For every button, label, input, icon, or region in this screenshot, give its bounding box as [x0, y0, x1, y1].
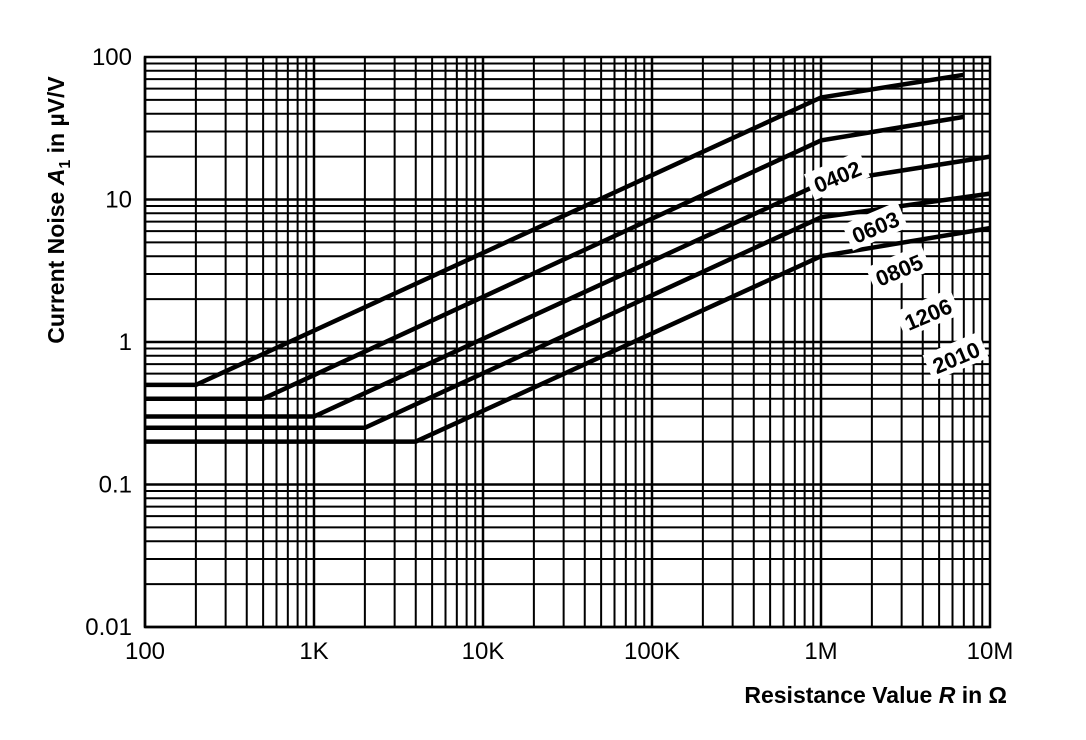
- y-tick-label: 100: [92, 44, 132, 71]
- x-tick-labels: 100 1K 10K 100K 1M 10M: [125, 638, 1013, 665]
- x-axis-title-suffix: in Ω: [955, 682, 1007, 708]
- grid-lines: [143, 57, 990, 629]
- series-label-background: [803, 150, 871, 201]
- series-lines: [145, 72, 991, 444]
- x-tick-label: 100: [125, 638, 165, 665]
- y-axis-title-prefix: Current Noise: [43, 185, 69, 343]
- y-tick-label: 10: [105, 187, 132, 214]
- y-axis-title: Current Noise A1 in µV/V: [43, 76, 74, 344]
- y-tick-label: 0.01: [85, 614, 132, 641]
- y-tick-label: 1: [119, 329, 132, 356]
- series-label-background: [842, 201, 909, 251]
- series-label-background: [894, 288, 961, 338]
- x-tick-label: 10M: [967, 638, 1014, 665]
- series-line-0603: [145, 114, 965, 401]
- y-axis-title-suffix: in µV/V: [43, 76, 69, 160]
- series-line-0402: [145, 72, 965, 388]
- x-axis-title-prefix: Resistance Value: [744, 682, 938, 708]
- series-line-1206: [145, 191, 991, 431]
- y-axis-title-subscript: 1: [57, 160, 74, 169]
- x-tick-label: 10K: [462, 638, 505, 665]
- series-line-2010: [145, 225, 991, 444]
- plot-frame: [143, 55, 992, 629]
- y-tick-label: 0.1: [99, 472, 132, 499]
- series-label-background: [922, 331, 989, 382]
- x-axis-title-symbol: R: [939, 682, 956, 708]
- x-tick-label: 1M: [804, 638, 837, 665]
- series-line-0805: [145, 154, 991, 419]
- series-label-background: [865, 244, 932, 294]
- y-tick-labels: 0.01 0.1 1 10 100: [85, 44, 132, 641]
- y-axis-title-symbol: A: [43, 169, 69, 187]
- x-tick-label: 1K: [299, 638, 328, 665]
- x-tick-label: 100K: [624, 638, 680, 665]
- x-axis-title: Resistance Value R in Ω: [744, 682, 1007, 708]
